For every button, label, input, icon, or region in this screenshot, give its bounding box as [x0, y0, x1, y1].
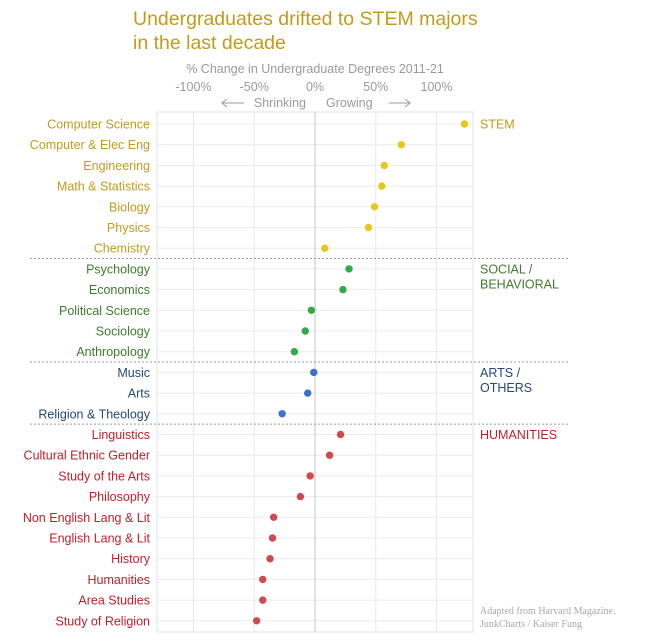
source-credit-line-1: Adapted from Harvard Magazine.	[480, 606, 616, 617]
source-credit: Adapted from Harvard Magazine. JunkChart…	[480, 605, 616, 631]
x-axis-label: % Change in Undergraduate Degrees 2011-2…	[186, 62, 444, 76]
category-label: Psychology	[86, 262, 151, 276]
x-tick-label: 0%	[306, 80, 324, 94]
category-label: Linguistics	[92, 428, 150, 442]
data-point	[306, 472, 314, 480]
category-label: Political Science	[59, 304, 150, 318]
data-point	[290, 348, 299, 356]
data-point	[307, 306, 316, 314]
category-label: Sociology	[96, 325, 151, 339]
group-label: ARTS /	[480, 366, 521, 380]
x-tick-label: -50%	[240, 80, 269, 94]
category-label: Study of Religion	[55, 614, 150, 628]
data-point	[339, 285, 347, 294]
data-point	[321, 244, 329, 252]
x-axis: -100% -50% 0% 50% 100% % Change in Undergradu…	[175, 62, 452, 110]
data-point	[266, 555, 274, 563]
category-label: Chemistry	[94, 242, 151, 256]
group-label: SOCIAL /	[480, 262, 533, 276]
category-label: Study of the Arts	[58, 469, 150, 483]
category-label: Music	[117, 366, 150, 380]
shrinking-arrowhead	[221, 98, 228, 108]
data-point	[380, 161, 388, 170]
category-label: English Lang & Lit	[49, 532, 150, 546]
category-label: Biology	[109, 200, 151, 214]
x-tick-label: 100%	[421, 80, 453, 94]
data-point	[460, 120, 469, 128]
category-label: Computer Science	[47, 118, 150, 132]
x-tick-label: -100%	[175, 80, 211, 94]
group-label: HUMANITIES	[480, 428, 557, 442]
group-label: OTHERS	[480, 381, 532, 395]
category-labels: Computer Science Computer & Elec Eng Engin…	[23, 118, 151, 629]
category-label: Computer & Elec Eng	[30, 138, 150, 152]
category-label: Non English Lang & Lit	[23, 511, 151, 525]
category-label: Physics	[107, 221, 150, 235]
data-point	[325, 451, 334, 459]
x-tick-label: 50%	[363, 80, 388, 94]
category-label: Philosophy	[89, 490, 151, 504]
category-label: Area Studies	[78, 594, 150, 608]
chart-title-line-1: Undergraduates drifted to STEM majors	[133, 8, 478, 30]
category-label: Math & Statistics	[57, 180, 150, 194]
data-point	[304, 389, 312, 397]
growing-label: Growing	[326, 96, 373, 110]
data-point	[252, 617, 261, 625]
data-point	[378, 182, 386, 190]
source-credit-line-2: JunkCharts / Kaiser Fung	[480, 619, 582, 630]
category-label: Anthropology	[76, 345, 150, 359]
group-labels: STEM SOCIAL /BEHAVIORAL ARTS /OTHERS HUMANI…	[480, 118, 559, 443]
data-point	[296, 492, 305, 501]
group-label: STEM	[480, 118, 515, 132]
growing-arrowhead	[404, 98, 411, 108]
data-point	[269, 513, 278, 521]
category-label: Economics	[89, 283, 150, 297]
data-points	[252, 120, 469, 625]
category-label: Engineering	[83, 159, 150, 173]
category-label: History	[111, 552, 151, 566]
data-point	[268, 534, 277, 542]
data-point	[259, 596, 267, 604]
category-label: Religion & Theology	[38, 407, 150, 421]
category-label: Arts	[128, 387, 150, 401]
chart-title-line-2: in the last decade	[133, 32, 286, 54]
data-point	[345, 265, 353, 273]
shrinking-label: Shrinking	[254, 96, 306, 110]
data-point	[259, 575, 267, 584]
chart-title: Undergraduates drifted to STEM majors in…	[133, 7, 553, 55]
data-point	[310, 368, 318, 377]
category-label: Cultural Ethnic Gender	[24, 449, 150, 463]
data-point	[301, 327, 309, 335]
data-point	[397, 141, 405, 149]
group-label: BEHAVIORAL	[480, 277, 559, 291]
data-point	[278, 410, 286, 418]
data-point	[370, 203, 379, 211]
grid-lines	[156, 111, 474, 633]
group-separators	[30, 258, 568, 425]
data-point	[336, 430, 345, 439]
category-label: Humanities	[87, 573, 150, 587]
data-point	[364, 223, 373, 232]
